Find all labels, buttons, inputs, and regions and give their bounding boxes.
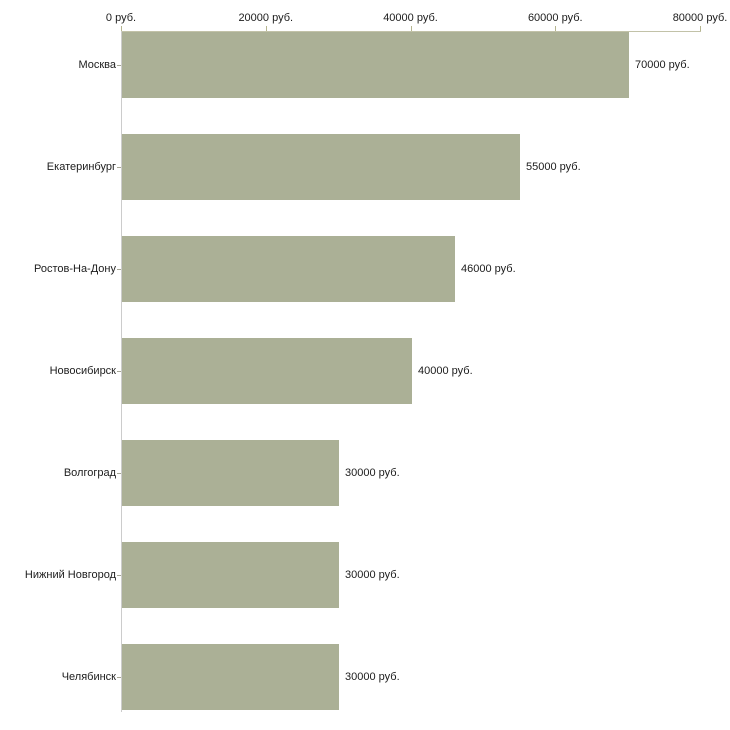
bar xyxy=(122,440,339,506)
x-axis-tick-label: 40000 руб. xyxy=(383,12,438,24)
x-axis-line xyxy=(121,31,701,32)
value-label: 30000 руб. xyxy=(345,671,400,683)
x-axis-tick-label: 20000 руб. xyxy=(238,12,294,24)
category-tick xyxy=(117,575,121,576)
value-label: 46000 руб. xyxy=(461,263,516,275)
x-axis-tick xyxy=(265,26,267,31)
x-axis-tick-label: 80000 руб. xyxy=(672,12,728,24)
x-axis-tick xyxy=(121,26,122,31)
bar xyxy=(122,644,339,710)
bar xyxy=(122,134,520,200)
category-label: Москва xyxy=(78,59,116,71)
category-label: Новосибирск xyxy=(49,365,116,377)
category-label: Нижний Новгород xyxy=(24,569,116,581)
value-label: 40000 руб. xyxy=(418,365,473,377)
value-label: 70000 руб. xyxy=(635,59,690,71)
category-label: Волгоград xyxy=(63,467,116,479)
bar xyxy=(122,542,339,608)
x-axis-tick xyxy=(700,26,701,31)
x-axis-tick xyxy=(410,26,412,31)
category-label: Ростов-На-Дону xyxy=(33,263,116,275)
x-axis-tick xyxy=(555,26,557,31)
bar xyxy=(122,32,629,98)
category-tick xyxy=(117,677,121,678)
x-axis-tick-label: 60000 руб. xyxy=(527,12,583,24)
category-tick xyxy=(117,65,121,66)
category-tick xyxy=(117,473,121,474)
category-tick xyxy=(117,371,121,372)
category-label: Екатеринбург xyxy=(46,161,116,173)
value-label: 55000 руб. xyxy=(526,161,581,173)
value-label: 30000 руб. xyxy=(345,467,400,479)
category-tick xyxy=(117,167,121,168)
category-label: Челябинск xyxy=(61,671,116,683)
value-label: 30000 руб. xyxy=(345,569,400,581)
category-tick xyxy=(117,269,121,270)
y-axis-line xyxy=(121,31,122,712)
bar xyxy=(122,338,412,404)
x-axis-tick-label: 0 руб. xyxy=(105,12,137,24)
bar xyxy=(122,236,455,302)
